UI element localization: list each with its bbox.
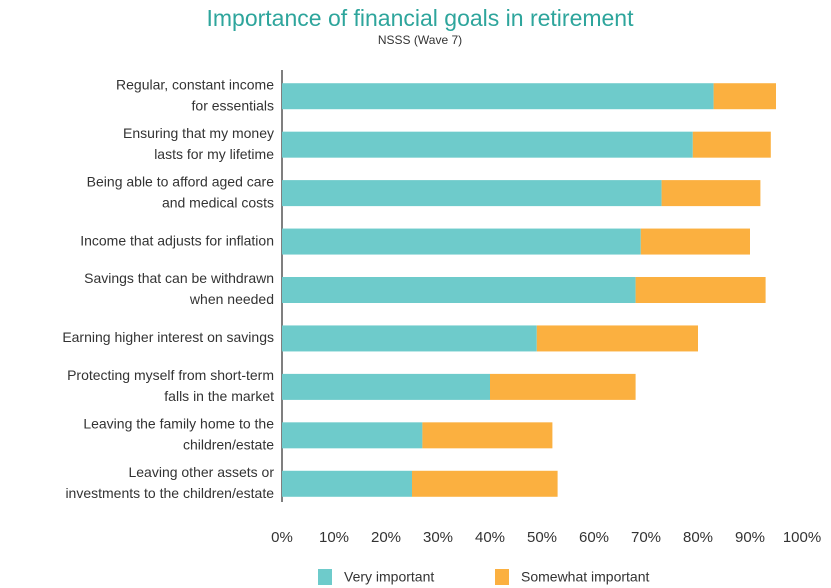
y-tick-label: when needed bbox=[189, 291, 274, 307]
bar bbox=[692, 131, 771, 158]
y-tick-label: Income that adjusts for inflation bbox=[80, 232, 274, 248]
y-tick-label: Ensuring that my money bbox=[123, 125, 274, 141]
bar bbox=[282, 228, 641, 255]
bar bbox=[282, 277, 636, 303]
legend-label: Somewhat important bbox=[521, 569, 650, 585]
x-tick-label: 80% bbox=[683, 529, 713, 546]
bar bbox=[635, 277, 766, 303]
x-tick-label: 0% bbox=[271, 529, 293, 546]
y-tick-label: and medical costs bbox=[162, 194, 274, 210]
x-tick-label: 100% bbox=[783, 529, 821, 546]
y-tick-label: Protecting myself from short-term bbox=[67, 367, 274, 383]
bar bbox=[422, 422, 553, 449]
y-tick-label: Earning higher interest on savings bbox=[62, 329, 274, 345]
bar bbox=[490, 373, 636, 400]
bar bbox=[713, 83, 776, 110]
bar bbox=[412, 470, 558, 497]
y-tick-label: investments to the children/estate bbox=[65, 485, 274, 501]
x-tick-label: 30% bbox=[423, 529, 453, 546]
x-tick-label: 20% bbox=[371, 529, 401, 546]
y-tick-label: falls in the market bbox=[164, 388, 274, 404]
y-tick-label: Leaving the family home to the bbox=[83, 416, 274, 432]
chart-subtitle: NSSS (Wave 7) bbox=[378, 33, 462, 47]
bar bbox=[661, 180, 761, 207]
y-tick-label: Leaving other assets or bbox=[128, 464, 274, 480]
legend-swatch bbox=[318, 569, 332, 585]
legend-swatch bbox=[495, 569, 509, 585]
bar bbox=[282, 83, 714, 110]
bar bbox=[282, 422, 423, 449]
x-tick-label: 70% bbox=[631, 529, 661, 546]
bar bbox=[640, 228, 750, 255]
y-tick-label: Being able to afford aged care bbox=[87, 173, 275, 189]
bar bbox=[282, 373, 490, 400]
y-tick-label: Regular, constant income bbox=[116, 76, 274, 92]
bar bbox=[282, 180, 662, 207]
x-tick-label: 90% bbox=[735, 529, 765, 546]
x-tick-label: 10% bbox=[319, 529, 349, 546]
bar bbox=[282, 131, 693, 158]
x-tick-label: 60% bbox=[579, 529, 609, 546]
y-tick-label: Savings that can be withdrawn bbox=[84, 270, 274, 286]
y-tick-label: for essentials bbox=[192, 97, 274, 113]
legend-label: Very important bbox=[344, 569, 434, 585]
y-tick-label: lasts for my lifetime bbox=[154, 146, 274, 162]
x-tick-label: 50% bbox=[527, 529, 557, 546]
bar bbox=[536, 325, 698, 352]
bar bbox=[282, 470, 412, 497]
x-tick-label: 40% bbox=[475, 529, 505, 546]
y-tick-label: children/estate bbox=[183, 437, 274, 453]
bar bbox=[282, 325, 537, 352]
chart-title: Importance of financial goals in retirem… bbox=[207, 5, 635, 31]
